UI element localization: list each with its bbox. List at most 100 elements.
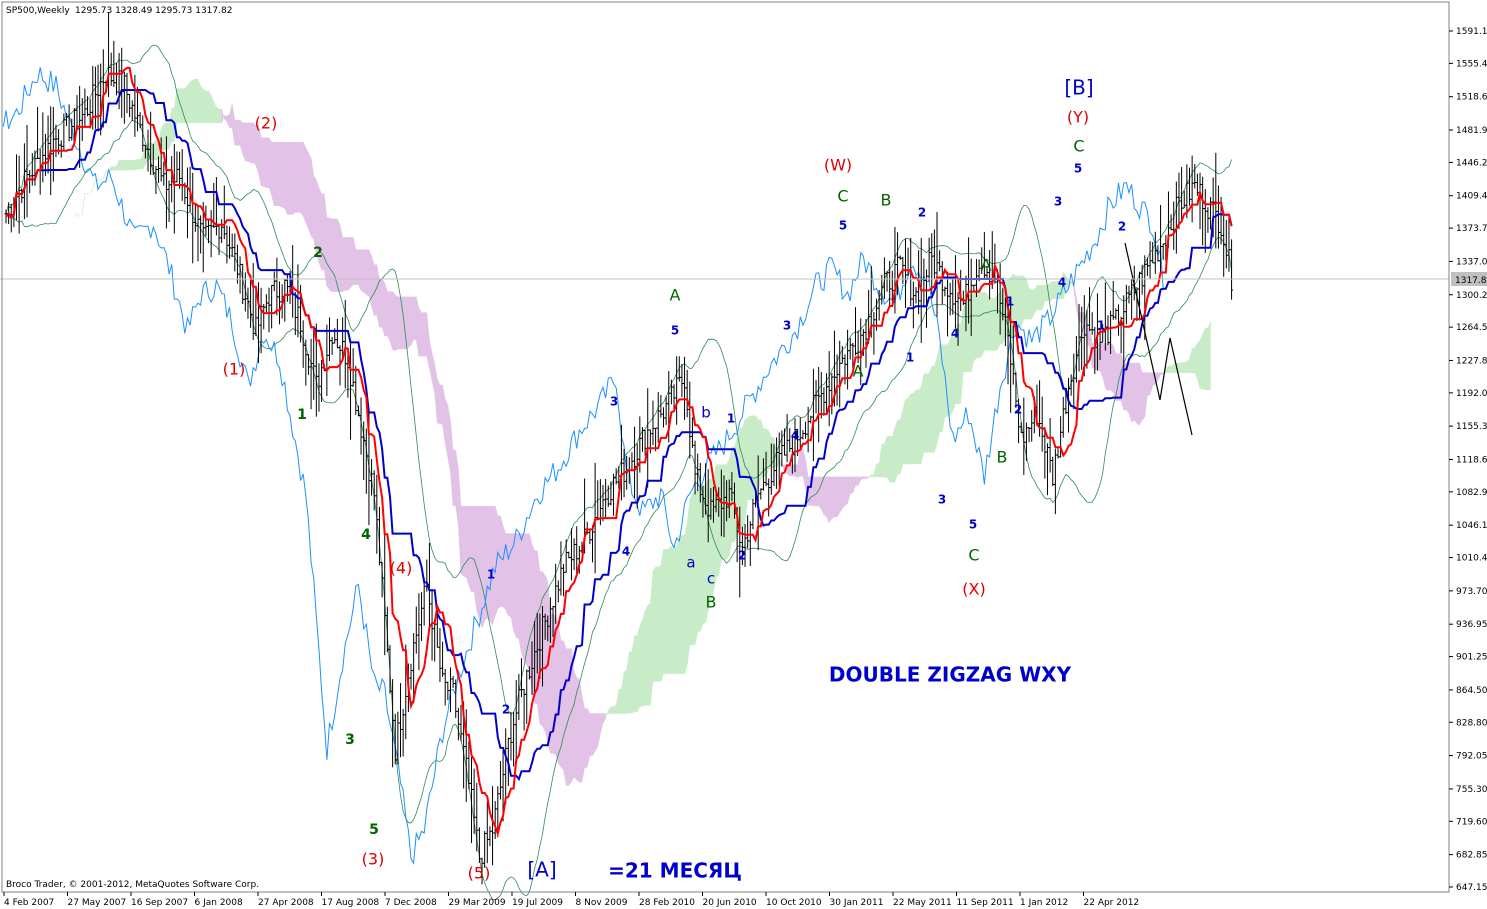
cloud-segment xyxy=(421,312,425,357)
wave-label: 3 xyxy=(783,319,791,333)
wave-label: A xyxy=(853,362,864,381)
cloud-segment xyxy=(573,671,577,781)
cloud-segment xyxy=(676,535,680,674)
cloud-segment xyxy=(418,307,422,357)
cloud-segment xyxy=(287,141,291,215)
cloud-segment xyxy=(918,386,922,464)
cloud-segment xyxy=(131,160,136,171)
cloud-segment xyxy=(907,393,911,465)
cloud-segment xyxy=(926,373,930,453)
cloud-segment xyxy=(592,713,596,757)
cloud-segment xyxy=(518,533,522,654)
cloud-segment xyxy=(610,706,614,714)
wave-label: 4 xyxy=(622,545,630,559)
cloud-segment xyxy=(576,676,580,783)
wave-label: B xyxy=(881,191,892,210)
cloud-segment xyxy=(849,476,854,495)
cloud-segment xyxy=(242,122,246,162)
cloud-segment xyxy=(1039,285,1043,311)
time-tick-label: 27 May 2007 xyxy=(68,898,127,908)
price-tick-label: 1373.75 xyxy=(1456,224,1487,234)
cloud-segment xyxy=(1131,362,1135,423)
cloud-segment xyxy=(234,119,238,146)
cloud-segment xyxy=(1191,347,1196,373)
time-tick-label: 22 Apr 2012 xyxy=(1084,898,1140,908)
cloud-segment xyxy=(394,294,399,351)
header-ohlc: 1295.73 1328.49 1295.73 1317.82 xyxy=(75,6,232,16)
cloud-segment xyxy=(618,688,622,714)
cloud-segment xyxy=(513,533,517,638)
cloud-segment xyxy=(1168,365,1172,373)
wave-label: 1 xyxy=(487,568,495,582)
cloud-segment xyxy=(1044,285,1048,301)
price-tick-label: 1337.00 xyxy=(1456,257,1487,267)
cloud-segment xyxy=(818,476,822,510)
cloud-segment xyxy=(305,147,309,230)
cloud-segment xyxy=(384,282,388,336)
cloud-segment xyxy=(260,137,264,187)
cloud-segment xyxy=(934,357,938,453)
wave-label: [B] xyxy=(1064,76,1093,100)
cloud-segment xyxy=(110,166,115,171)
cloud-segment xyxy=(942,344,946,432)
cloud-segment xyxy=(218,108,222,124)
price-tick-label: 1046.15 xyxy=(1456,521,1487,531)
cloud-segment xyxy=(978,288,982,359)
cloud-segment xyxy=(560,640,564,771)
wave-label: 4 xyxy=(1058,276,1066,290)
cloud-segment xyxy=(387,291,391,341)
wave-label: 1 xyxy=(906,351,914,365)
cloud-segment xyxy=(949,331,954,417)
cloud-segment xyxy=(508,533,512,618)
cloud-segment xyxy=(555,616,559,764)
price-tick-label: 719.60 xyxy=(1456,817,1487,827)
cloud-segment xyxy=(984,291,988,351)
wave-label: C xyxy=(1073,137,1084,156)
cloud-segment xyxy=(489,505,493,626)
cloud-segment xyxy=(565,648,570,786)
cloud-segment xyxy=(828,476,833,524)
cloud-segment xyxy=(629,651,633,714)
cloud-segment xyxy=(1020,275,1025,328)
cloud-segment xyxy=(402,296,407,350)
cloud-segment xyxy=(589,713,593,756)
cloud-segment xyxy=(413,296,417,341)
cloud-segment xyxy=(544,575,549,743)
cloud-segment xyxy=(644,605,648,706)
cloud-segment xyxy=(363,249,367,296)
cloud-segment xyxy=(1205,327,1209,391)
cloud-segment xyxy=(913,389,917,465)
time-tick-label: 7 Dec 2008 xyxy=(385,898,437,908)
cloud-segment xyxy=(302,142,307,223)
cloud-segment xyxy=(992,298,996,351)
cloud-segment xyxy=(750,415,754,500)
cloud-segment xyxy=(342,237,346,292)
price-tick-label: 647.15 xyxy=(1456,883,1487,893)
cloud-segment xyxy=(834,476,838,518)
cloud-segment xyxy=(200,85,204,124)
wave-label: 4 xyxy=(791,429,799,443)
cloud-segment xyxy=(894,419,898,483)
cloud-segment xyxy=(1036,285,1040,311)
copyright-text: Broco Trader, © 2001-2012, MetaQuotes So… xyxy=(6,880,259,890)
wave-label: 2 xyxy=(1118,220,1126,234)
cloud-segment xyxy=(137,159,141,170)
cloud-segment xyxy=(358,249,362,291)
cloud-segment xyxy=(266,137,270,188)
price-tick-label: 901.25 xyxy=(1456,653,1487,663)
cloud-segment xyxy=(563,640,567,786)
wave-label: (5) xyxy=(468,864,491,883)
price-tick-label: 1010.45 xyxy=(1456,554,1487,564)
price-tick-label: 1555.40 xyxy=(1456,59,1487,69)
price-tick-label: 755.30 xyxy=(1456,785,1487,795)
cloud-segment xyxy=(1031,289,1035,320)
cloud-segment xyxy=(313,175,317,254)
wave-label: 2 xyxy=(1014,403,1022,417)
cloud-segment xyxy=(915,389,919,464)
wave-label: 2 xyxy=(313,245,323,261)
time-tick-label: 1 Jan 2012 xyxy=(1020,898,1068,908)
cloud-segment xyxy=(439,384,443,426)
cloud-segment xyxy=(250,122,254,164)
cloud-segment xyxy=(263,137,267,189)
cloud-segment xyxy=(976,288,980,359)
